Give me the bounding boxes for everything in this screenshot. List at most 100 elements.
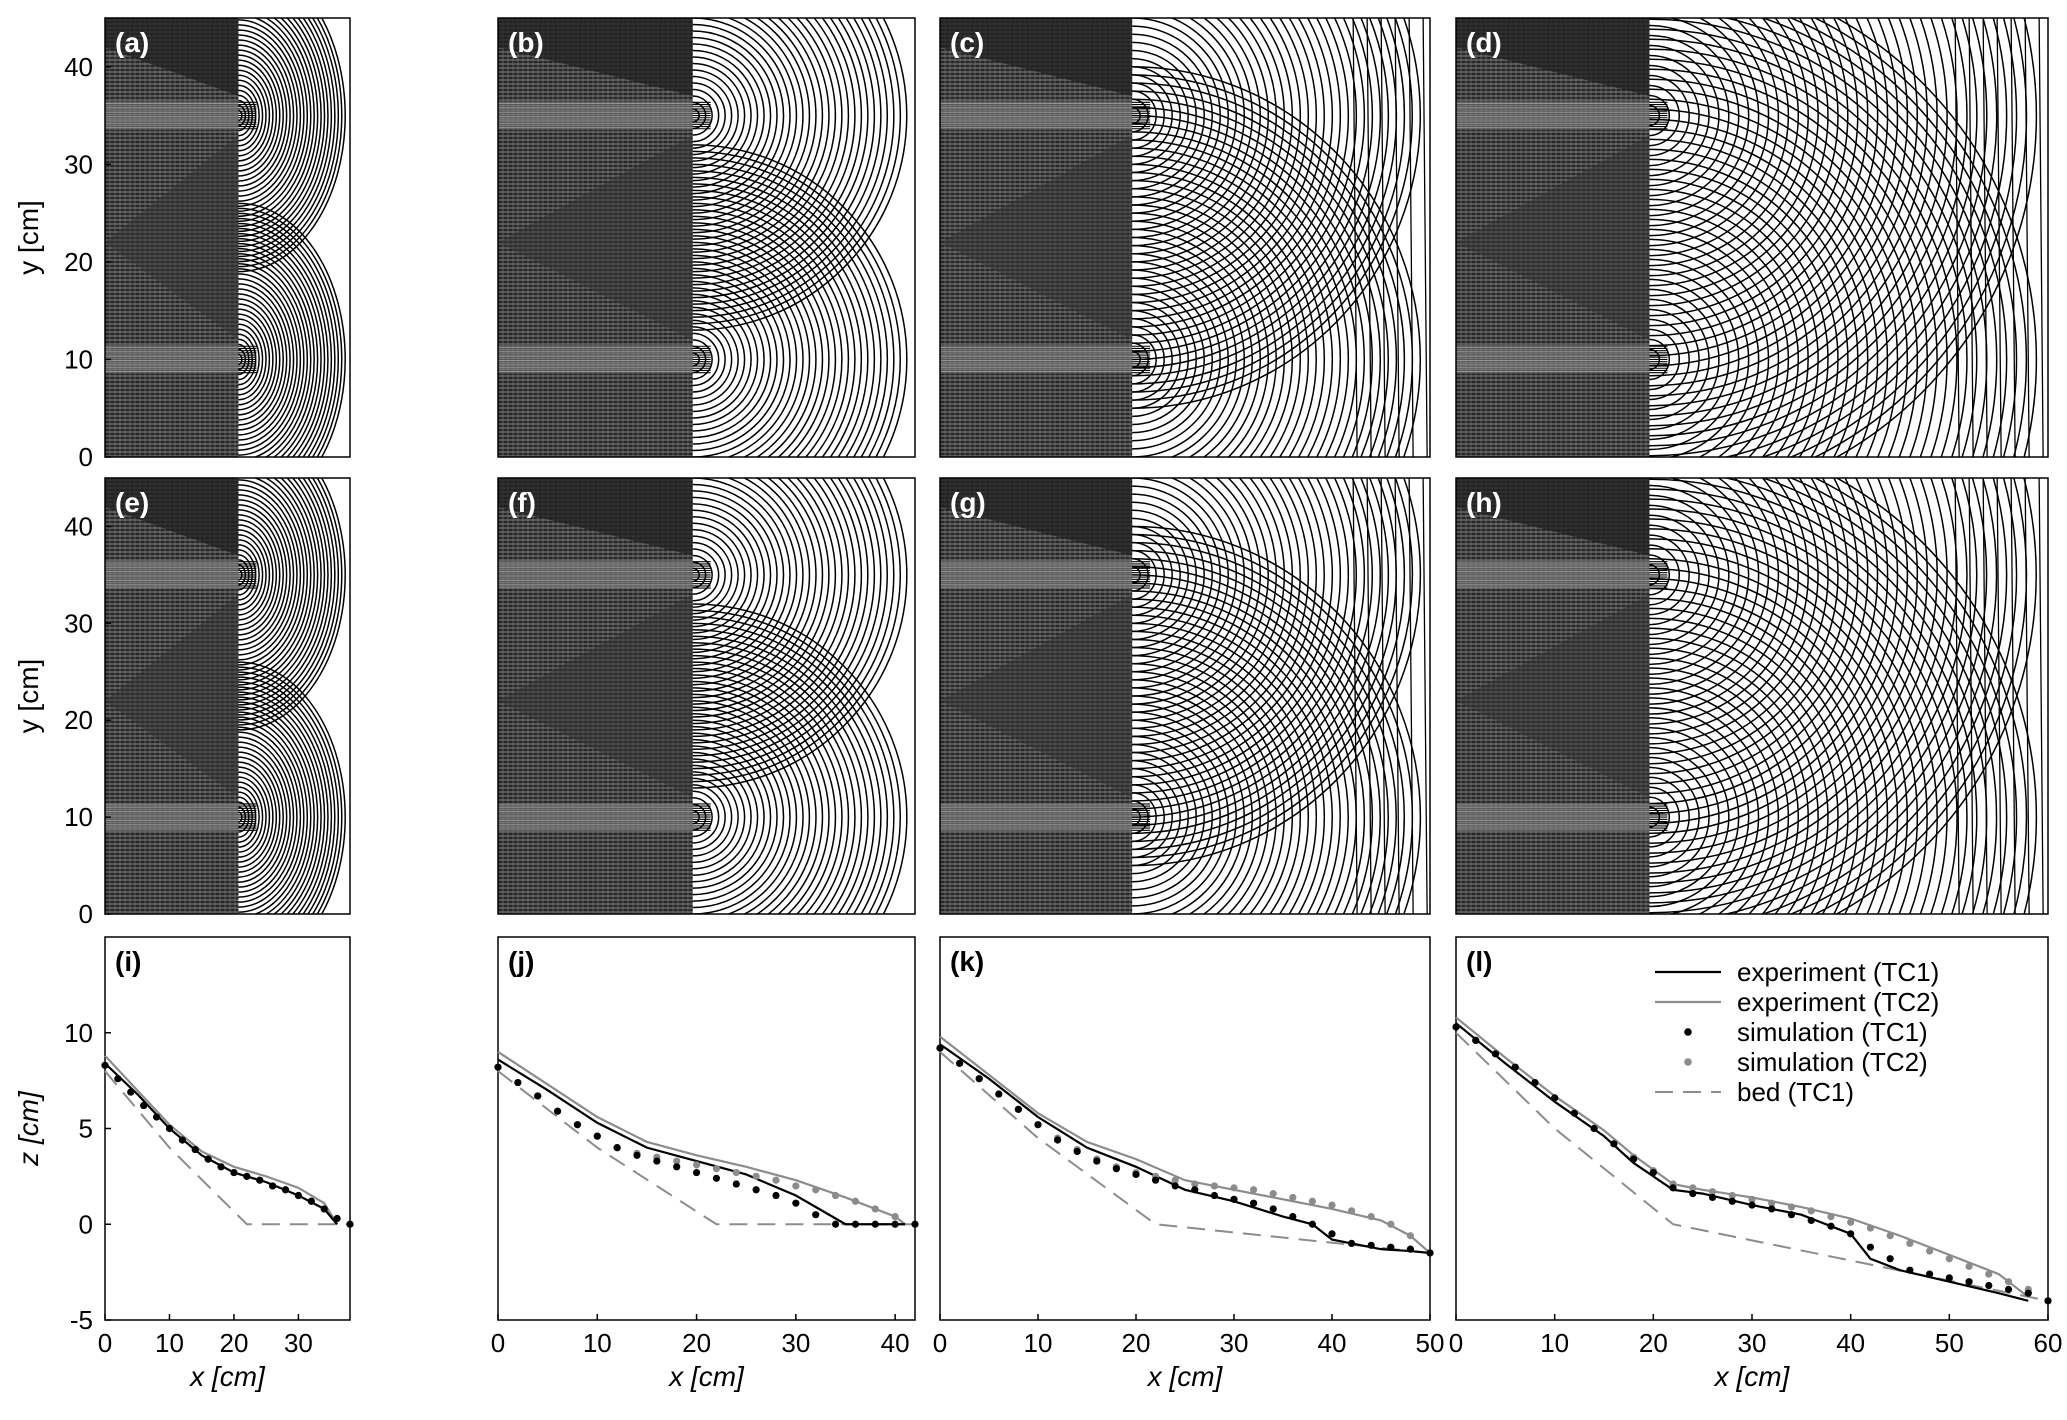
contour-line [1649,478,1750,676]
contour-line [692,693,817,914]
contour-line [692,609,902,914]
contour-line [238,44,288,187]
simulation-tc1-point [1452,1023,1460,1031]
front-line [1968,18,1974,457]
contour-panel: (g) [939,477,1431,915]
front-line [1954,18,1960,457]
simulation-tc1-point [692,1168,701,1177]
contour-line [1132,74,1173,157]
contour-line [1789,478,2018,914]
contour-line [1649,478,1760,685]
contour-line [238,771,271,863]
simulation-tc2-point [712,1165,721,1173]
contour-line [1835,18,2038,457]
simulation-tc2-point [812,1186,820,1194]
simulation-tc1-point [1689,1190,1697,1198]
contour-line [692,478,798,679]
contour-line [692,478,856,738]
simulation-tc1-point [1511,1063,1519,1071]
contour-line [692,235,817,457]
simulation-tc1-point [243,1172,251,1180]
contour-line [238,529,271,621]
contour-line [1132,743,1205,891]
contour-line [1132,139,1350,457]
x-tick-label: 0 [491,1328,505,1358]
contour-line [1649,138,1869,457]
contour-line [238,726,302,908]
contour-line [692,18,824,247]
contour-line [692,751,759,883]
contour-line [1132,478,1325,770]
contour-line [1649,328,1680,391]
contour-line [1649,478,1928,854]
simulation-tc1-point [230,1168,238,1177]
contour-line [238,313,271,406]
bed-line [939,1051,1431,1254]
contour-line [1132,18,1406,393]
contour-line [692,478,895,776]
simulation-tc1-point [1708,1193,1717,1202]
simulation-tc1-point [1491,1050,1500,1058]
simulation-tc2-point [1708,1188,1717,1196]
contour-line [238,212,339,457]
simulation-tc1-point [891,1220,899,1228]
contour-line [238,696,322,914]
simulation-tc1-point [1728,1197,1736,1205]
simulation-tc1-point [712,1174,721,1182]
profile-panel: (l) 0 10 20 30 40 50 60 x [cm] experiment (TC1)ex… [1449,936,2062,1392]
simulation-tc1-point [995,1090,1003,1098]
x-axis-label: x [cm] [188,1361,266,1392]
contour-line [238,494,295,656]
simulation-tc1-point [2004,1285,2013,1293]
contour-line [1649,494,1730,656]
simulation-tc1-point [792,1199,800,1207]
contour-line [692,18,843,266]
contour-line [1132,478,1341,786]
simulation-tc1-point [1590,1124,1598,1133]
contour-line [1132,638,1309,914]
simulation-tc2-point [1965,1262,1973,1270]
x-tick-label: 10 [1024,1328,1053,1358]
contour-line [1132,18,1373,361]
contour-line [692,706,804,914]
contour-line [1649,158,1849,457]
jet-band [1456,101,1650,130]
simulation-tc1-point [1112,1165,1120,1173]
contour-line [692,635,876,914]
contour-line [238,671,340,914]
contour-line [238,731,298,903]
x-tick-label: 20 [1122,1328,1151,1358]
contour-line [238,661,346,914]
contour-line [1649,478,1948,874]
dark-sector [498,135,693,340]
contour-panel: (a) 0 10 20 30 40 y [cm] [13,17,351,472]
contour-line [1649,716,1750,914]
contour-line [692,339,713,380]
contour-line [1649,617,1849,914]
contour-line [692,293,759,426]
x-tick-label: 30 [1220,1328,1249,1358]
dark-sector [940,594,1133,798]
jet-band [1456,803,1650,832]
contour-line [1649,18,1888,357]
contour-line [1132,163,1325,457]
y-axis-label: y [cm] [13,200,44,275]
contour-line [1132,66,1421,457]
simulation-tc2-point [831,1191,840,1200]
contour-line [1132,679,1269,914]
experiment-tc2-line [1455,1016,2029,1298]
contour-line [1132,326,1165,393]
contour-line [692,732,778,902]
contour-line [692,478,889,770]
contour-line [1132,533,1173,617]
contour-line [1132,122,1366,457]
contour-line [692,196,856,457]
simulation-tc2-point [1387,1220,1395,1228]
simulation-tc1-point [1649,1168,1657,1177]
contour-line [692,18,875,299]
x-axis-label: x [cm] [667,1361,745,1392]
contour-line [692,777,733,857]
contour-line [1649,44,1720,187]
contour-line [692,248,804,457]
contour-line [692,18,895,318]
